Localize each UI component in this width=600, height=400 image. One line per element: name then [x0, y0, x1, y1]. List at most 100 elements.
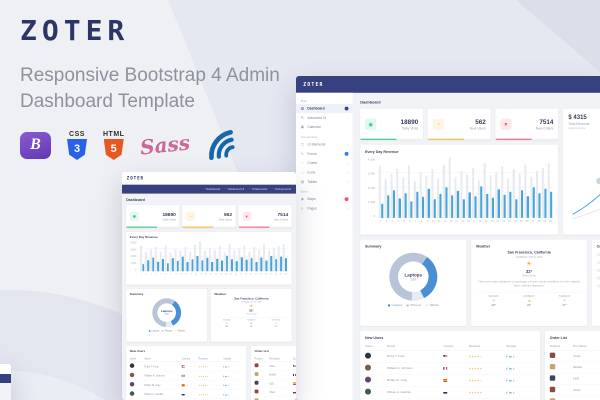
bar-group-day-28 [272, 241, 278, 272]
country-cell [292, 381, 296, 386]
linkedin-icon[interactable]: in [509, 367, 512, 371]
product-cell [254, 389, 270, 395]
nav-item-components[interactable]: ▪ Components [273, 187, 291, 190]
table-row[interactable]: LED [549, 373, 600, 385]
twitter-icon[interactable]: t [227, 394, 229, 397]
table-row[interactable]: Chair [254, 362, 296, 371]
user-name: Ruby T. Ford [387, 354, 405, 358]
legend-item-iphones[interactable]: iPhones [161, 330, 173, 332]
bar-group-day-4 [396, 158, 401, 218]
linkedin-icon[interactable]: in [509, 379, 512, 383]
bar-visits [437, 178, 440, 218]
facebook-icon[interactable]: f [223, 375, 225, 378]
user-name: Wilson A. Gamble [387, 390, 411, 394]
facebook-icon[interactable]: f [223, 394, 225, 397]
bar-revenue [161, 258, 165, 272]
table-row[interactable]: Mobile [549, 396, 600, 400]
stat-card-daily-visits: ◉ 18890 Daily Visits [360, 108, 423, 140]
sidebar-item-icons[interactable]: ☆ Icons › [296, 168, 353, 177]
star-icon: ★ [200, 366, 203, 369]
table-row[interactable]: Chair [549, 351, 600, 362]
linkedin-icon[interactable]: in [509, 355, 512, 359]
flag-ru-icon [181, 393, 185, 396]
flag-fr-icon [292, 373, 296, 376]
nav-item-dashboard[interactable]: ▪ Dashboard [204, 187, 220, 190]
sidebar-item-charts[interactable]: ◔ Charts › [296, 159, 353, 168]
table-row[interactable]: Ruby T. Ford ★★★★★fint [129, 362, 243, 372]
legend-item-laptops[interactable]: Laptops [148, 330, 159, 332]
bar-revenue [474, 196, 477, 218]
twitter-icon[interactable]: t [513, 367, 515, 371]
linkedin-icon[interactable]: in [225, 366, 227, 369]
x-tick-label: 21 [496, 219, 500, 223]
legend-item-tablets[interactable]: Tablets [425, 304, 439, 307]
nav-item-ui-elements[interactable]: ▪ UI Elements [250, 187, 268, 190]
table-row[interactable]: Mobile [254, 371, 296, 380]
sidebar-item-pages[interactable]: ▷ Pages › [296, 204, 353, 213]
bar-revenue [152, 257, 155, 272]
product-thumb [549, 398, 556, 400]
facebook-icon[interactable]: f [506, 367, 508, 371]
table-row[interactable]: Chair [254, 388, 296, 397]
revenue-note: Last 24 Hours [568, 126, 586, 130]
linkedin-icon[interactable]: in [225, 384, 227, 387]
star-icon: ★ [202, 366, 205, 369]
product-cell [254, 363, 270, 368]
table-row[interactable]: Chair [549, 385, 600, 397]
table-row[interactable]: Mobile [549, 362, 600, 374]
donut-center: Laptops 230 [152, 298, 181, 327]
linkedin-icon[interactable]: in [509, 391, 512, 395]
cart-icon: ▼ [500, 118, 512, 130]
forecast-monday: MONDAY ☁ 24° [239, 319, 264, 328]
calendar-row-placeholder [596, 253, 600, 257]
facebook-icon[interactable]: f [506, 379, 508, 383]
dashboard-logo: ZOTER [303, 81, 324, 88]
sidebar-item-dashboard[interactable]: ▦ Dashboard [296, 103, 353, 114]
x-tick-label: 26 [525, 219, 529, 223]
column-header: Pro Name [573, 344, 587, 349]
sidebar-item-tables[interactable]: ▤ Tables › [296, 177, 353, 186]
legend-item-tablets[interactable]: Tablets [174, 330, 185, 332]
legend-item-iphones[interactable]: iPhones [406, 304, 421, 307]
facebook-icon[interactable]: f [506, 355, 508, 359]
sidebar-item-ui-elements[interactable]: ▢ UI Elements › [296, 140, 353, 149]
table-row[interactable]: Bobby M. Gray★★★★★fint [129, 381, 243, 390]
x-tick-label: 29 [543, 219, 547, 223]
bar-visits [248, 251, 251, 272]
table-row[interactable]: LED [254, 379, 296, 388]
twitter-icon[interactable]: t [227, 375, 229, 378]
bar-revenue [433, 199, 436, 218]
legend-item-laptops[interactable]: Laptops [387, 304, 402, 307]
twitter-icon[interactable]: t [227, 366, 229, 369]
bar-group-day-23 [506, 158, 512, 218]
sidebar-item-maps[interactable]: ◉ Maps [296, 195, 353, 204]
linkedin-icon[interactable]: in [225, 394, 227, 397]
bar-group-day-11 [189, 241, 194, 272]
table-row[interactable]: Wilson A. Gamble ★★★★★fint [129, 390, 243, 400]
bar-revenue [491, 197, 495, 218]
facebook-icon[interactable]: f [223, 384, 225, 387]
user-cell [365, 388, 387, 397]
review-stars: ★★★★★ [199, 373, 224, 378]
sidebar-item-advanced-ui[interactable]: ⧉ Advanced UI › [296, 113, 353, 122]
linkedin-icon[interactable]: in [225, 375, 227, 378]
twitter-icon[interactable]: t [227, 384, 229, 387]
twitter-icon[interactable]: t [513, 379, 515, 383]
y-tick-label: 4,000 [130, 241, 137, 244]
table-row[interactable]: William A. Johnson★★★★★fint [129, 371, 243, 381]
review-stars: ★★★★★ [469, 354, 506, 359]
twitter-icon[interactable]: t [513, 391, 515, 395]
sidebar-item-calendar[interactable]: ▣ Calendar [296, 123, 353, 132]
twitter-icon[interactable]: t [513, 355, 515, 359]
column-header: Users [129, 357, 137, 361]
sidebar-item-forms[interactable]: ✎ Forms [296, 149, 353, 158]
y-tick-label: 0 [135, 268, 137, 272]
socials-cell: fint [223, 373, 242, 378]
facebook-icon[interactable]: f [506, 391, 508, 395]
nav-item-advanced-ui[interactable]: ▪ Advanced UI [226, 187, 245, 190]
facebook-icon[interactable]: f [223, 366, 225, 369]
